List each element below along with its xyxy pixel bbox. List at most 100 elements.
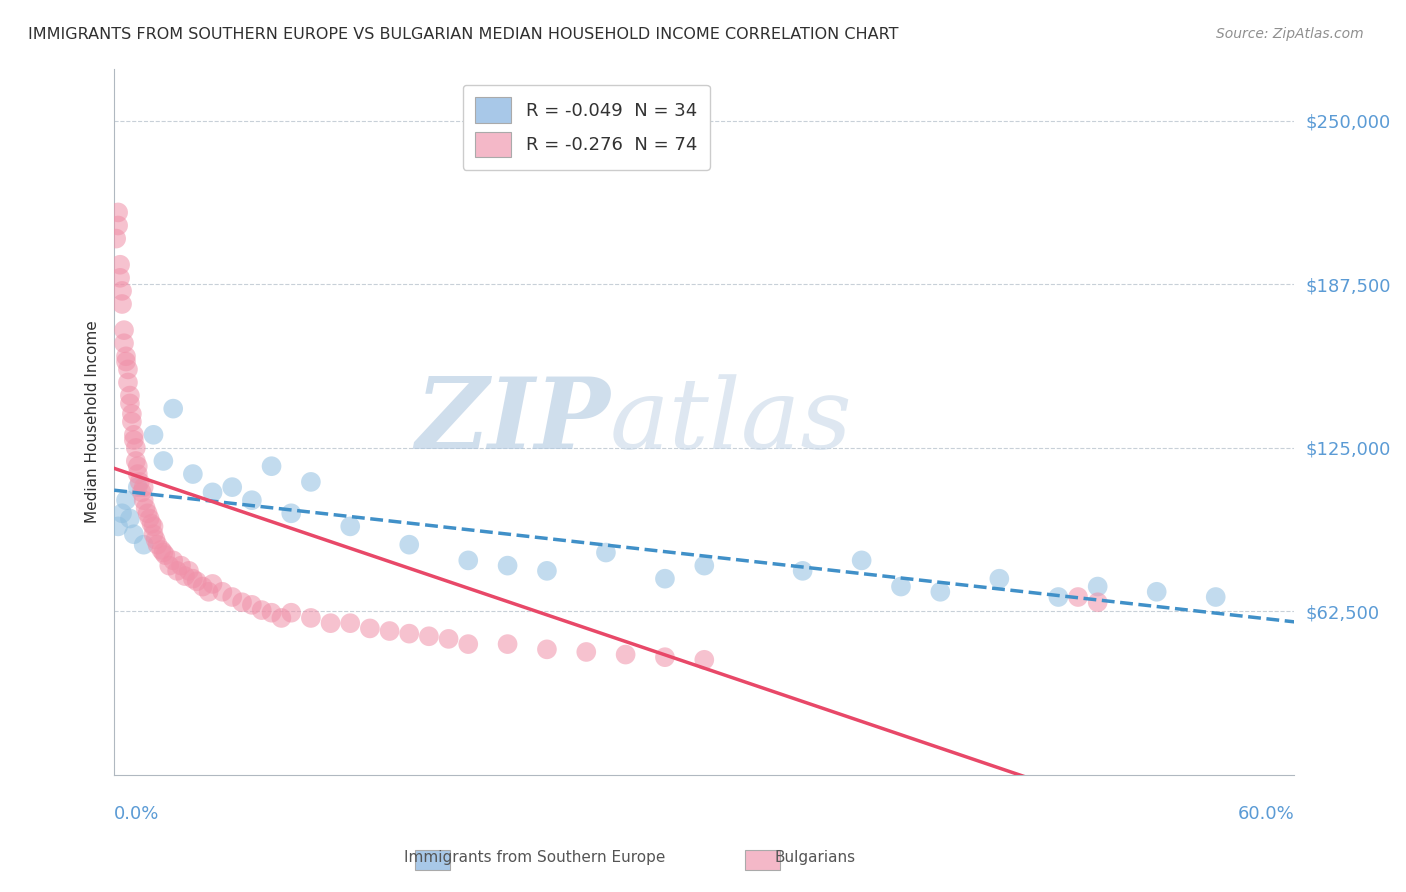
Point	[115, 493, 138, 508]
Point	[1067, 590, 1090, 604]
Point	[162, 401, 184, 416]
Point	[107, 205, 129, 219]
Point	[378, 624, 401, 638]
Point	[398, 538, 420, 552]
Point	[152, 545, 174, 559]
Text: ZIP: ZIP	[415, 374, 610, 470]
Point	[988, 572, 1011, 586]
Point	[125, 454, 148, 468]
Point	[496, 637, 519, 651]
Point	[152, 454, 174, 468]
Point	[457, 553, 479, 567]
Point	[418, 629, 440, 643]
Point	[145, 533, 167, 547]
Point	[250, 603, 273, 617]
Point	[118, 396, 141, 410]
Point	[221, 480, 243, 494]
Point	[108, 258, 131, 272]
Point	[457, 637, 479, 651]
Point	[150, 543, 173, 558]
Point	[108, 270, 131, 285]
Point	[117, 362, 139, 376]
Point	[260, 606, 283, 620]
Point	[1047, 590, 1070, 604]
Point	[319, 616, 342, 631]
Point	[890, 580, 912, 594]
Point	[339, 519, 361, 533]
Point	[595, 545, 617, 559]
Point	[280, 506, 302, 520]
Point	[166, 564, 188, 578]
Point	[270, 611, 292, 625]
Point	[197, 584, 219, 599]
Point	[1087, 595, 1109, 609]
Text: Bulgarians: Bulgarians	[775, 850, 856, 865]
Point	[111, 284, 134, 298]
Point	[496, 558, 519, 573]
Point	[122, 527, 145, 541]
Point	[141, 516, 163, 531]
Point	[122, 433, 145, 447]
Point	[398, 626, 420, 640]
Y-axis label: Median Household Income: Median Household Income	[86, 320, 100, 523]
Point	[121, 415, 143, 429]
Point	[170, 558, 193, 573]
Point	[186, 574, 208, 589]
Point	[132, 480, 155, 494]
Point	[142, 427, 165, 442]
Point	[240, 493, 263, 508]
Point	[122, 427, 145, 442]
Point	[231, 595, 253, 609]
Point	[536, 642, 558, 657]
Point	[128, 475, 150, 489]
Point	[121, 407, 143, 421]
Point	[1146, 584, 1168, 599]
Point	[162, 553, 184, 567]
Point	[614, 648, 637, 662]
Point	[107, 519, 129, 533]
Legend: R = -0.049  N = 34, R = -0.276  N = 74: R = -0.049 N = 34, R = -0.276 N = 74	[463, 85, 710, 170]
Point	[792, 564, 814, 578]
Point	[117, 376, 139, 390]
Text: IMMIGRANTS FROM SOUTHERN EUROPE VS BULGARIAN MEDIAN HOUSEHOLD INCOME CORRELATION: IMMIGRANTS FROM SOUTHERN EUROPE VS BULGA…	[28, 27, 898, 42]
Point	[1205, 590, 1227, 604]
Point	[125, 441, 148, 455]
Point	[135, 501, 157, 516]
Point	[299, 611, 322, 625]
Point	[127, 467, 149, 481]
Point	[929, 584, 952, 599]
Point	[157, 558, 180, 573]
Point	[339, 616, 361, 631]
Point	[115, 349, 138, 363]
Point	[177, 564, 200, 578]
Point	[127, 459, 149, 474]
Point	[136, 506, 159, 520]
Point	[155, 548, 177, 562]
Point	[536, 564, 558, 578]
Point	[142, 527, 165, 541]
Point	[107, 219, 129, 233]
Point	[138, 511, 160, 525]
Point	[111, 297, 134, 311]
Point	[111, 506, 134, 520]
Point	[115, 354, 138, 368]
Point	[654, 572, 676, 586]
Text: 60.0%: 60.0%	[1237, 805, 1295, 823]
Point	[112, 336, 135, 351]
Point	[211, 584, 233, 599]
Point	[132, 493, 155, 508]
Point	[221, 590, 243, 604]
Point	[118, 511, 141, 525]
Point	[142, 519, 165, 533]
Point	[127, 480, 149, 494]
Point	[201, 577, 224, 591]
Text: Immigrants from Southern Europe: Immigrants from Southern Europe	[404, 850, 665, 865]
Point	[181, 572, 204, 586]
Point	[191, 580, 214, 594]
Point	[280, 606, 302, 620]
Point	[131, 485, 153, 500]
Point	[299, 475, 322, 489]
Point	[112, 323, 135, 337]
Point	[693, 653, 716, 667]
Point	[174, 569, 197, 583]
